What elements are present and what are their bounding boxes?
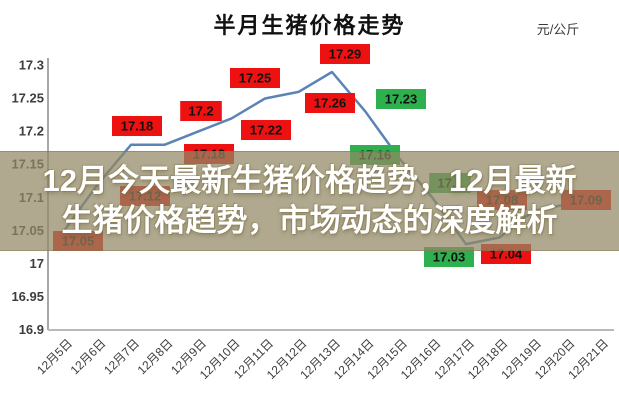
data-label: 17.22: [250, 123, 283, 138]
data-label-box: [230, 68, 280, 88]
data-label: 17.29: [329, 47, 362, 62]
y-axis-label: 16.9: [19, 322, 44, 337]
chart-title: 半月生猪价格走势: [213, 13, 406, 38]
overlay-line2: 生猪价格趋势，市场动态的深度解析: [61, 203, 558, 238]
y-axis-label: 17.2: [19, 124, 44, 139]
data-label: 17.18: [121, 119, 154, 134]
x-axis-label: 12月7日: [101, 336, 142, 377]
data-label-box: [320, 44, 370, 64]
unit-label: 元/公斤: [536, 22, 580, 37]
x-axis-label: 12月8日: [135, 336, 176, 377]
y-axis-label: 16.95: [11, 289, 44, 304]
y-axis-label: 17.25: [11, 91, 44, 106]
data-label-box: [305, 93, 355, 113]
data-label-box: [180, 101, 222, 121]
overlay-line1: 12月今天最新生猪价格趋势，12月最新: [42, 163, 577, 198]
data-label: 17.2: [188, 104, 213, 119]
data-label: 17.26: [314, 96, 347, 111]
data-label: 17.03: [433, 250, 466, 265]
x-axis-label: 12月6日: [68, 336, 109, 377]
data-label-box: [376, 89, 426, 109]
y-axis-label: 17: [30, 256, 44, 271]
y-axis-label: 17.3: [19, 57, 44, 72]
x-axis-label: 12月5日: [34, 336, 75, 377]
data-label-box: [424, 247, 474, 267]
data-label-box: [241, 120, 291, 140]
data-label: 17.25: [239, 71, 272, 86]
data-label-box: [112, 116, 162, 136]
data-label: 17.23: [385, 92, 418, 107]
overlay-banner: 12月今天最新生猪价格趋势，12月最新 生猪价格趋势，市场动态的深度解析: [0, 151, 619, 251]
